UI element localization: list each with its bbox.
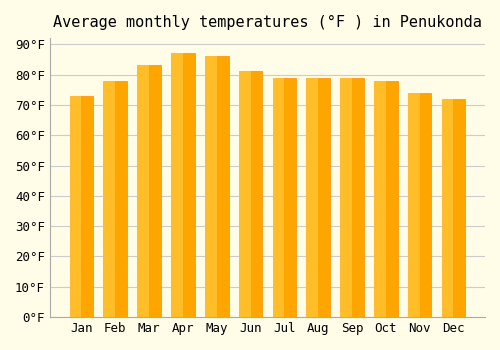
Bar	[374, 80, 386, 317]
Bar	[138, 65, 161, 317]
Bar	[205, 56, 216, 317]
Bar	[272, 78, 284, 317]
Bar	[205, 56, 229, 317]
Bar	[306, 78, 318, 317]
Bar	[238, 71, 262, 317]
Bar	[70, 96, 94, 317]
Bar	[408, 93, 432, 317]
Bar	[70, 96, 82, 317]
Bar	[340, 78, 364, 317]
Bar	[340, 78, 352, 317]
Bar	[104, 80, 116, 317]
Title: Average monthly temperatures (°F ) in Penukonda: Average monthly temperatures (°F ) in Pe…	[53, 15, 482, 30]
Bar	[238, 71, 250, 317]
Bar	[442, 99, 454, 317]
Bar	[171, 53, 183, 317]
Bar	[374, 80, 398, 317]
Bar	[306, 78, 330, 317]
Bar	[442, 99, 465, 317]
Bar	[272, 78, 296, 317]
Bar	[104, 80, 127, 317]
Bar	[408, 93, 420, 317]
Bar	[138, 65, 149, 317]
Bar	[171, 53, 194, 317]
